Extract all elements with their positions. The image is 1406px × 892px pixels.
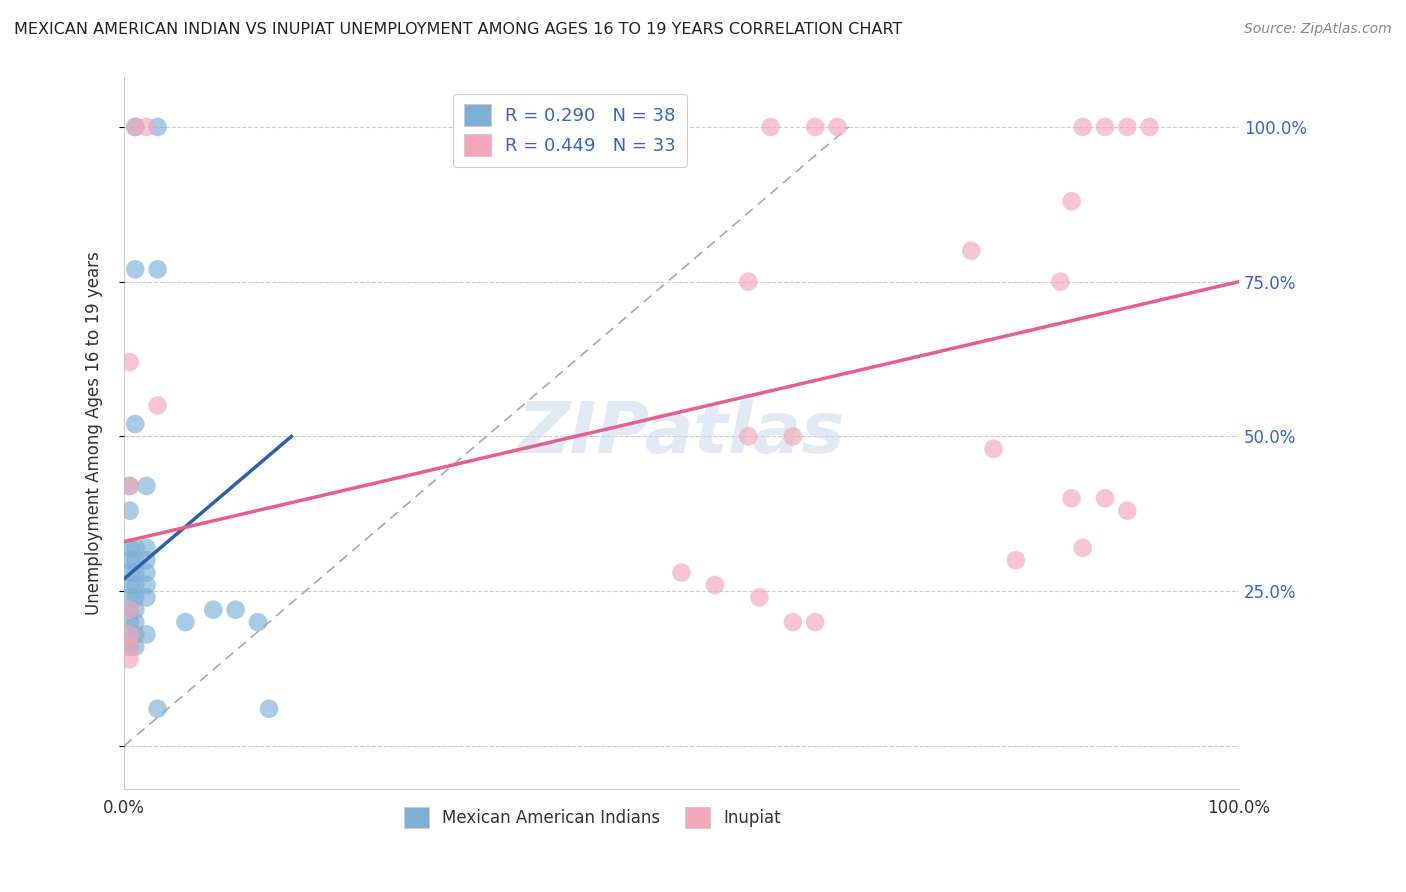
Point: [118, 566, 141, 580]
Point: [146, 262, 169, 277]
Point: [225, 603, 247, 617]
Point: [124, 627, 146, 641]
Point: [118, 652, 141, 666]
Point: [804, 615, 827, 629]
Y-axis label: Unemployment Among Ages 16 to 19 years: Unemployment Among Ages 16 to 19 years: [86, 252, 103, 615]
Point: [124, 120, 146, 134]
Point: [1049, 275, 1071, 289]
Point: [124, 591, 146, 605]
Legend: Mexican American Indians, Inupiat: Mexican American Indians, Inupiat: [396, 801, 787, 834]
Point: [257, 702, 280, 716]
Point: [748, 591, 770, 605]
Point: [124, 553, 146, 567]
Point: [1060, 194, 1083, 209]
Point: [202, 603, 225, 617]
Point: [1060, 491, 1083, 506]
Point: [782, 429, 804, 443]
Point: [124, 578, 146, 592]
Point: [135, 578, 157, 592]
Point: [1094, 491, 1116, 506]
Point: [118, 603, 141, 617]
Text: MEXICAN AMERICAN INDIAN VS INUPIAT UNEMPLOYMENT AMONG AGES 16 TO 19 YEARS CORREL: MEXICAN AMERICAN INDIAN VS INUPIAT UNEMP…: [14, 22, 903, 37]
Point: [737, 275, 759, 289]
Point: [146, 399, 169, 413]
Point: [135, 627, 157, 641]
Point: [124, 603, 146, 617]
Point: [124, 417, 146, 431]
Point: [135, 120, 157, 134]
Point: [118, 603, 141, 617]
Point: [703, 578, 725, 592]
Text: Source: ZipAtlas.com: Source: ZipAtlas.com: [1244, 22, 1392, 37]
Point: [135, 541, 157, 555]
Point: [118, 578, 141, 592]
Point: [1071, 541, 1094, 555]
Point: [671, 566, 693, 580]
Point: [118, 640, 141, 654]
Point: [146, 702, 169, 716]
Point: [118, 504, 141, 518]
Point: [759, 120, 782, 134]
Point: [135, 591, 157, 605]
Point: [124, 541, 146, 555]
Point: [124, 615, 146, 629]
Point: [118, 355, 141, 369]
Point: [135, 479, 157, 493]
Point: [124, 566, 146, 580]
Point: [118, 479, 141, 493]
Point: [1116, 120, 1139, 134]
Point: [827, 120, 849, 134]
Point: [118, 615, 141, 629]
Point: [804, 120, 827, 134]
Point: [118, 479, 141, 493]
Point: [118, 640, 141, 654]
Point: [174, 615, 197, 629]
Point: [124, 262, 146, 277]
Point: [118, 627, 141, 641]
Point: [118, 541, 141, 555]
Point: [1094, 120, 1116, 134]
Point: [135, 553, 157, 567]
Point: [983, 442, 1005, 456]
Point: [1071, 120, 1094, 134]
Point: [118, 591, 141, 605]
Point: [124, 640, 146, 654]
Point: [1139, 120, 1161, 134]
Point: [246, 615, 269, 629]
Text: ZIPatlas: ZIPatlas: [517, 399, 845, 467]
Point: [118, 627, 141, 641]
Point: [960, 244, 983, 258]
Point: [1116, 504, 1139, 518]
Point: [124, 120, 146, 134]
Point: [118, 553, 141, 567]
Point: [135, 566, 157, 580]
Point: [737, 429, 759, 443]
Point: [782, 615, 804, 629]
Point: [1005, 553, 1028, 567]
Point: [146, 120, 169, 134]
